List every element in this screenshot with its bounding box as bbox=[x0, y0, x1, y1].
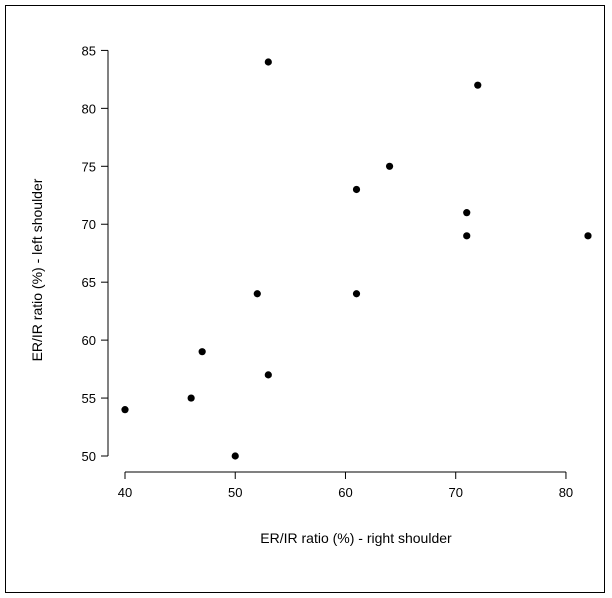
data-point bbox=[352, 290, 361, 298]
y-axis: 50 55 60 65 70 75 80 85 bbox=[82, 43, 109, 464]
y-tick-label: 85 bbox=[82, 43, 96, 58]
x-tick-label: 40 bbox=[118, 485, 132, 500]
y-tick-label: 65 bbox=[82, 275, 96, 290]
y-tick-label: 55 bbox=[82, 391, 96, 406]
data-points bbox=[121, 58, 592, 460]
data-point bbox=[463, 209, 471, 217]
x-tick-label: 70 bbox=[448, 485, 462, 500]
x-axis: 40 50 60 70 80 bbox=[118, 471, 573, 500]
y-tick-label: 60 bbox=[82, 333, 96, 348]
x-tick-label: 80 bbox=[559, 485, 573, 500]
y-axis-label: ER/IR ratio (%) - left shoulder bbox=[29, 178, 45, 361]
y-tick-label: 80 bbox=[82, 101, 96, 116]
y-tick-label: 70 bbox=[82, 217, 96, 232]
x-tick-label: 50 bbox=[228, 485, 242, 500]
data-point bbox=[385, 162, 394, 170]
data-point bbox=[231, 452, 239, 460]
data-point bbox=[187, 394, 195, 402]
chart-frame bbox=[5, 5, 605, 593]
data-point bbox=[264, 58, 272, 66]
data-point bbox=[584, 232, 592, 240]
x-tick-label: 60 bbox=[338, 485, 352, 500]
data-point bbox=[253, 290, 261, 298]
data-point bbox=[463, 232, 471, 240]
data-point bbox=[198, 348, 206, 356]
y-tick-label: 50 bbox=[82, 449, 96, 464]
data-point bbox=[264, 371, 272, 379]
y-tick-label: 75 bbox=[82, 159, 96, 174]
data-point bbox=[121, 406, 129, 414]
x-axis-label: ER/IR ratio (%) - right shoulder bbox=[260, 530, 452, 546]
data-point bbox=[474, 81, 482, 89]
data-point bbox=[352, 185, 361, 194]
